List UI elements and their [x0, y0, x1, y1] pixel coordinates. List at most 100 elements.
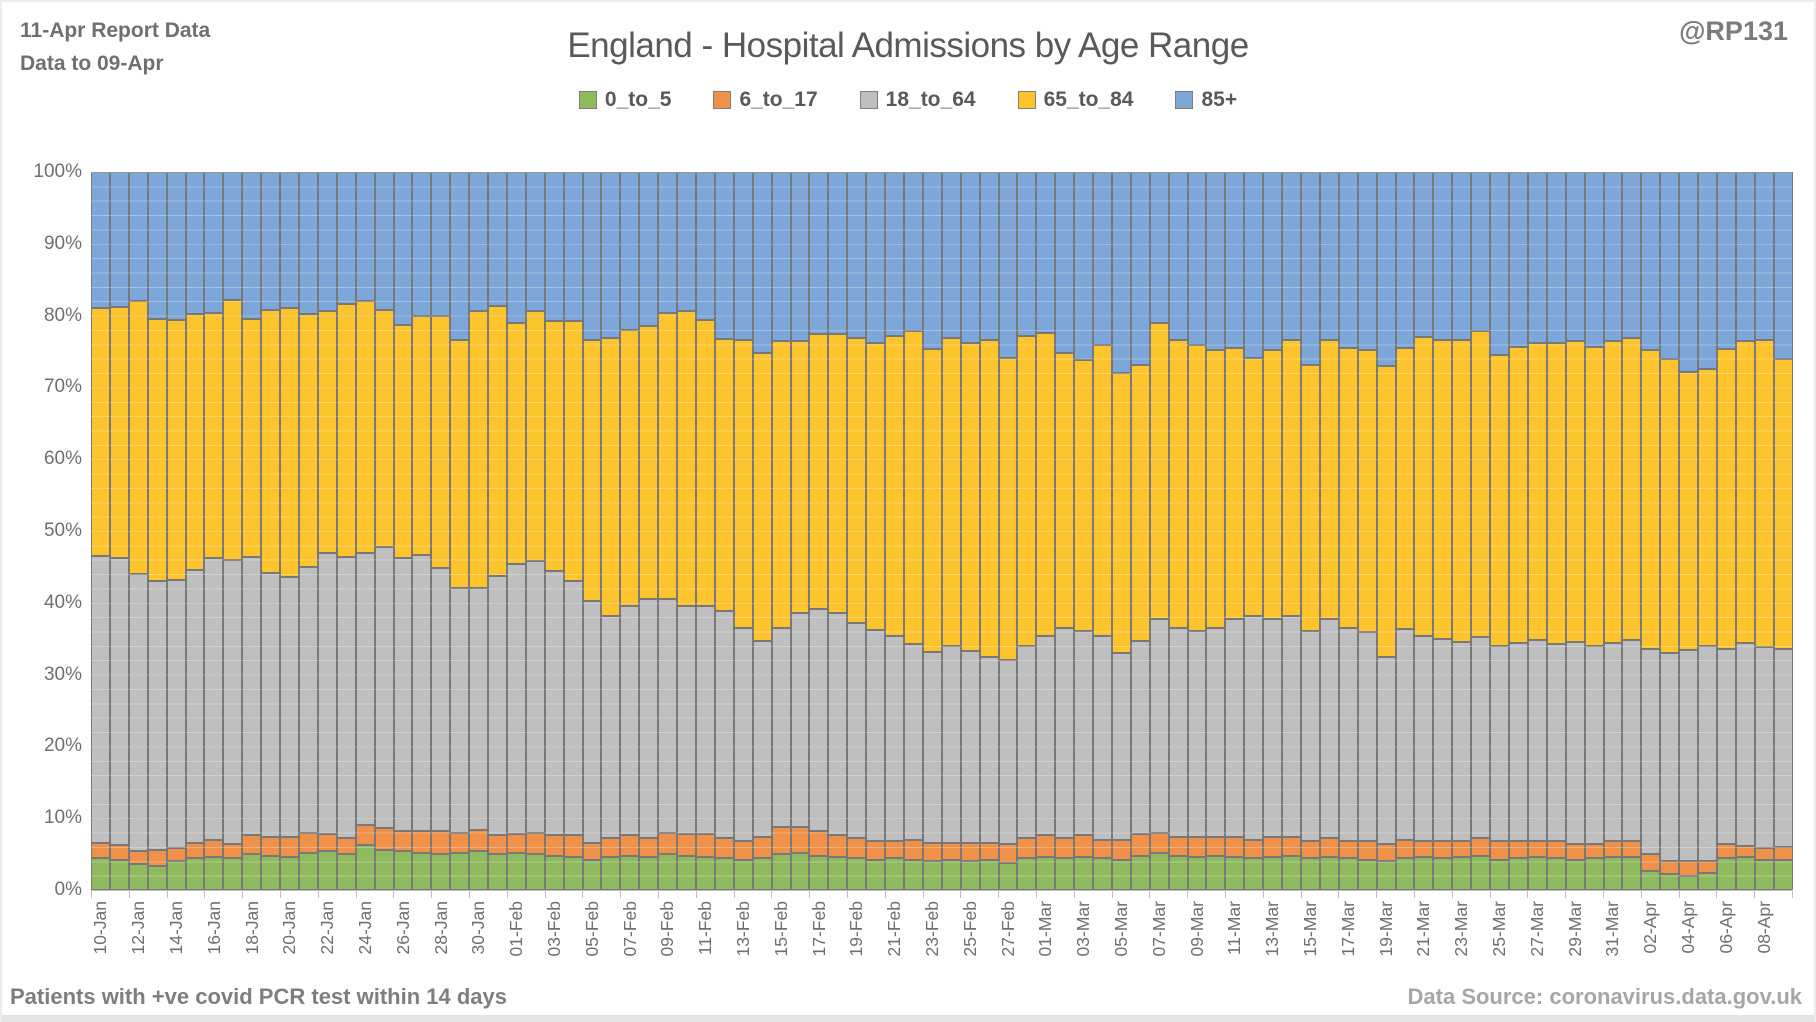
bar-segment-18_to_64 [1433, 638, 1453, 842]
bar-segment-65_to_84 [544, 320, 564, 572]
stacked-bar-19-Feb [847, 172, 867, 890]
bar-segment-0_to_5 [280, 856, 299, 890]
bar-segment-0_to_5 [677, 855, 696, 890]
bar-segment-0_to_5 [1017, 858, 1037, 890]
bar-segment-85+ [828, 172, 848, 334]
bar-segment-0_to_5 [1225, 856, 1245, 890]
bar-segment-85+ [1395, 172, 1415, 348]
bar-segment-85+ [393, 172, 413, 325]
stacked-bar-14-Mar [1282, 172, 1301, 890]
bar-segment-18_to_64 [1527, 640, 1547, 842]
stacked-bar-26-Jan [393, 172, 413, 890]
bar-segment-18_to_64 [374, 546, 394, 829]
bar-segment-0_to_5 [885, 858, 904, 890]
bar-segment-18_to_64 [1168, 627, 1188, 837]
stacked-bar-02-Mar [1055, 172, 1075, 890]
bar-segment-65_to_84 [1111, 373, 1131, 654]
bar-segment-6_to_17 [733, 841, 753, 860]
bar-segment-0_to_5 [658, 854, 678, 890]
bar-segment-85+ [733, 172, 753, 341]
x-tick-mark [1754, 891, 1756, 898]
stacked-bar-22-Mar [1433, 172, 1453, 890]
bar-segment-6_to_17 [1622, 841, 1642, 857]
bar-segment-6_to_17 [1357, 841, 1377, 860]
bar-segment-85+ [469, 172, 489, 312]
bar-segment-65_to_84 [1225, 347, 1245, 619]
bar-segment-6_to_17 [109, 845, 129, 860]
bar-segment-65_to_84 [1546, 342, 1566, 645]
y-tick-label: 50% [43, 520, 82, 541]
bar-segment-6_to_17 [866, 841, 886, 860]
bar-segment-18_to_64 [185, 569, 205, 843]
stacked-bar-14-Jan [166, 172, 186, 890]
bar-segment-6_to_17 [1471, 838, 1491, 856]
bar-segment-6_to_17 [809, 831, 829, 856]
bar-segment-6_to_17 [1395, 839, 1415, 859]
bar-segment-0_to_5 [866, 859, 886, 890]
y-tick-label: 10% [43, 807, 82, 829]
x-tick-mark [771, 891, 773, 898]
stacked-bar-04-Feb [563, 172, 583, 890]
bottom-border [2, 1015, 1814, 1022]
stacked-bar-20-Jan [280, 172, 299, 890]
stacked-bar-15-Mar [1301, 172, 1320, 890]
bar-segment-0_to_5 [1282, 855, 1301, 890]
bar-segment-0_to_5 [563, 856, 583, 890]
stacked-bar-07-Mar [1149, 172, 1169, 890]
bar-segment-85+ [1698, 172, 1717, 369]
bar-segment-18_to_64 [1263, 618, 1283, 837]
bar-segment-18_to_64 [147, 581, 167, 850]
stacked-bar-15-Jan [185, 172, 205, 890]
bar-segment-6_to_17 [1546, 841, 1566, 859]
bar-segment-65_to_84 [1471, 331, 1491, 638]
bar-segment-85+ [1130, 172, 1150, 366]
x-tick-label: 27-Feb [997, 901, 1018, 957]
bar-segment-65_to_84 [620, 330, 640, 606]
bar-segment-0_to_5 [998, 862, 1018, 890]
legend-swatch-18_to_64 [859, 91, 878, 109]
stacked-bar-06-Feb [601, 172, 621, 890]
stacked-bar-23-Jan [336, 172, 356, 890]
bar-segment-85+ [355, 172, 375, 302]
bar-segment-65_to_84 [450, 340, 470, 589]
bar-segment-6_to_17 [1244, 839, 1264, 859]
bar-segment-85+ [1074, 172, 1094, 361]
bar-segment-65_to_84 [1584, 346, 1604, 646]
x-tick-label: 25-Feb [959, 901, 980, 957]
bar-segment-0_to_5 [1074, 856, 1094, 890]
bar-segment-18_to_64 [885, 635, 904, 842]
bar-segment-65_to_84 [1168, 340, 1188, 628]
bar-segment-6_to_17 [582, 842, 602, 860]
bar-segment-65_to_84 [525, 310, 545, 562]
stacked-bar-16-Mar [1319, 172, 1339, 890]
bar-segment-65_to_84 [1660, 358, 1680, 654]
stacked-bar-17-Jan [223, 172, 243, 890]
stacked-bar-22-Feb [903, 172, 923, 890]
bar-segment-85+ [1338, 172, 1358, 348]
bar-segment-6_to_17 [1641, 854, 1661, 872]
bar-segment-85+ [1149, 172, 1169, 323]
legend-label: 85+ [1201, 88, 1238, 111]
y-tick-label: 80% [43, 304, 82, 326]
bar-segment-6_to_17 [280, 836, 299, 857]
bar-segment-85+ [204, 172, 224, 313]
x-tick-label: 18-Jan [241, 901, 262, 955]
bar-segment-18_to_64 [1679, 650, 1699, 862]
bar-segment-6_to_17 [1452, 841, 1472, 857]
bar-segment-65_to_84 [506, 322, 526, 565]
x-tick-mark [1678, 891, 1680, 898]
bar-segment-6_to_17 [336, 838, 356, 855]
bar-segment-0_to_5 [91, 857, 110, 890]
bar-segment-6_to_17 [469, 829, 489, 852]
x-tick-label: 15-Mar [1300, 901, 1321, 957]
bar-segment-0_to_5 [1773, 859, 1793, 890]
bar-segment-0_to_5 [1622, 856, 1642, 890]
bar-segment-65_to_84 [336, 304, 356, 557]
bar-segment-18_to_64 [639, 598, 659, 839]
bar-segment-18_to_64 [450, 588, 470, 833]
bar-segment-18_to_64 [771, 627, 791, 827]
stacked-bar-15-Feb [771, 172, 791, 890]
x-tick-mark [809, 891, 811, 898]
x-tick-label: 21-Mar [1413, 901, 1434, 957]
x-tick-mark [544, 891, 546, 898]
